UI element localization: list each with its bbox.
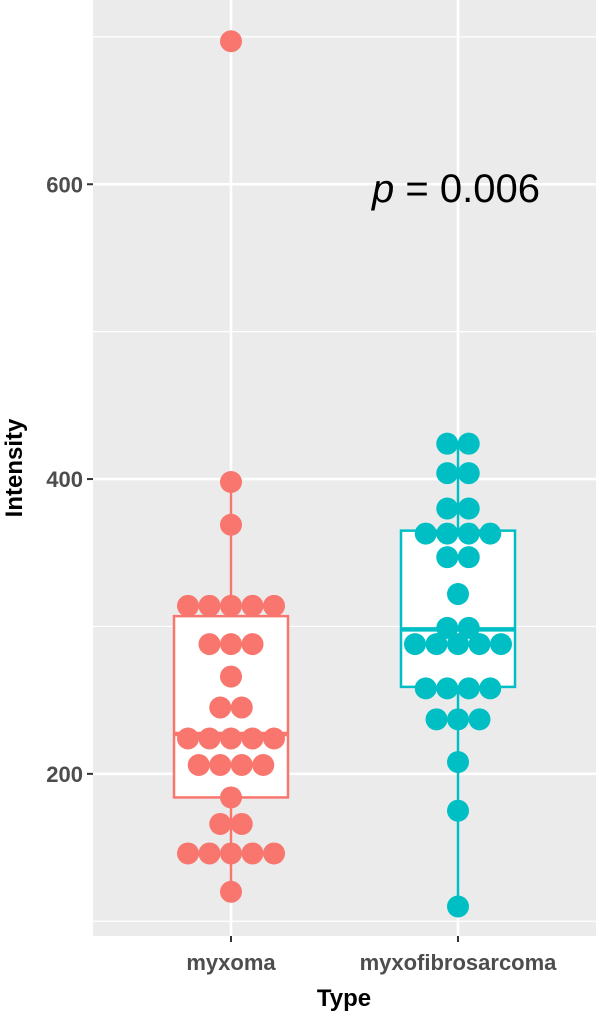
data-point [447,895,469,918]
data-point [447,583,469,606]
x-tick-label: myxofibrosarcoma [360,950,558,975]
data-point [447,633,469,656]
data-point [209,812,232,835]
box-iqr [399,529,517,689]
data-point [220,842,242,865]
data-point [436,432,459,455]
data-point [241,727,264,750]
data-points [177,30,512,918]
data-point [220,633,242,656]
data-point [241,594,264,617]
panel-background [93,0,596,936]
data-point [414,677,437,700]
data-point [457,497,480,520]
data-point [457,462,480,485]
data-point [187,754,210,777]
data-point [220,594,242,617]
data-point [209,754,232,777]
p-value-annotation: p = 0.006 [371,167,540,211]
p-value: = 0.006 [394,167,540,211]
data-point [220,471,242,494]
data-point [404,633,426,656]
y-tick-label: 600 [46,172,83,197]
data-point [436,497,459,520]
data-point [230,754,253,777]
data-point [198,727,221,750]
data-point [241,842,264,865]
y-tick-label: 200 [46,762,83,787]
data-point [414,522,437,545]
y-tick-label: 400 [46,467,83,492]
data-point [447,751,469,774]
data-point [468,633,491,656]
p-italic: p [371,167,394,211]
data-point [436,546,459,569]
data-point [263,594,285,617]
data-point [198,594,221,617]
data-point [198,842,221,865]
data-point [220,786,242,809]
data-point [220,880,242,903]
data-point [447,708,469,731]
data-point [220,30,242,53]
data-point [457,432,480,455]
data-point [209,696,232,719]
data-point [177,594,199,617]
x-tick-label: myxoma [186,950,276,975]
data-point [220,665,242,688]
data-point [436,677,459,700]
axes: 200 400 600 myxoma myxofibrosarcoma [46,172,557,975]
data-point [252,754,275,777]
data-point [490,633,512,656]
data-point [479,677,502,700]
data-point [457,677,480,700]
data-point [241,633,264,656]
data-point [177,727,199,750]
data-point [177,842,199,865]
data-point [468,708,491,731]
data-point [479,522,502,545]
data-point [198,633,221,656]
data-point [447,799,469,822]
data-point [220,727,242,750]
data-point [457,546,480,569]
data-point [425,633,448,656]
data-point [263,727,285,750]
data-point [230,812,253,835]
data-point [436,462,459,485]
data-point [436,522,459,545]
data-point [230,696,253,719]
data-point [436,616,459,639]
data-point [457,522,480,545]
data-point [220,513,242,536]
data-point [425,708,448,731]
x-axis-title: Type [317,985,371,1012]
data-point [457,616,480,639]
data-point [263,842,285,865]
y-axis-title: Intensity [1,418,28,517]
